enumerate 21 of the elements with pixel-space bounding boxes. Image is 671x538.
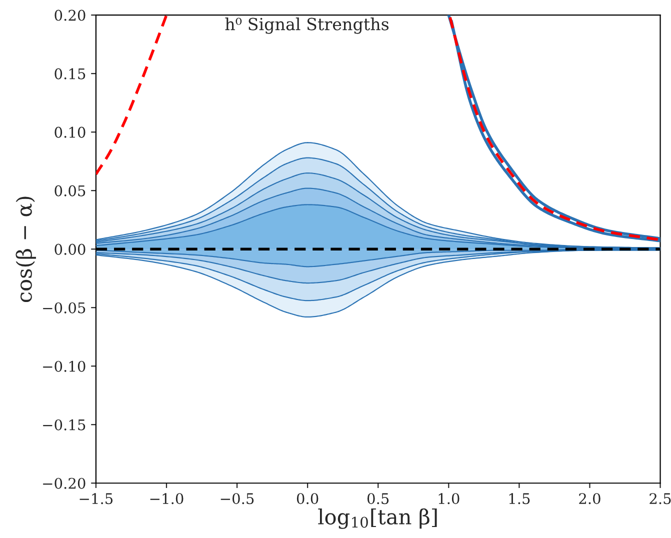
x-tick-label: −0.5 [220,493,254,504]
x-tick-label: −1.5 [80,493,113,504]
x-tick-label: 0.5 [367,493,389,504]
x-tick-label: 2.5 [650,493,671,504]
y-tick-label: 0.05 [54,185,86,196]
y-tick-label: −0.05 [43,302,86,314]
y-axis-title: cos(β − α) [16,196,36,302]
y-tick-label: 0.00 [54,244,86,255]
y-tick-label: 0.15 [54,68,86,80]
x-tick-label: 1.5 [509,493,530,504]
chart-title: h⁰ Signal Strengths [225,17,389,34]
y-tick-label: −0.10 [43,360,86,372]
y-tick-label: −0.20 [43,478,86,489]
x-tick-label: 2.0 [579,493,600,504]
y-tick-label: 0.10 [54,126,86,138]
x-axis-title: log$_{10}$[tan β] [318,508,437,529]
x-tick-label: 1.0 [438,493,460,504]
x-tick-label: 0.0 [296,493,318,504]
y-tick-label: −0.15 [43,419,86,430]
y-tick-label: 0.20 [54,10,86,21]
x-tick-label: −1.0 [150,493,184,504]
